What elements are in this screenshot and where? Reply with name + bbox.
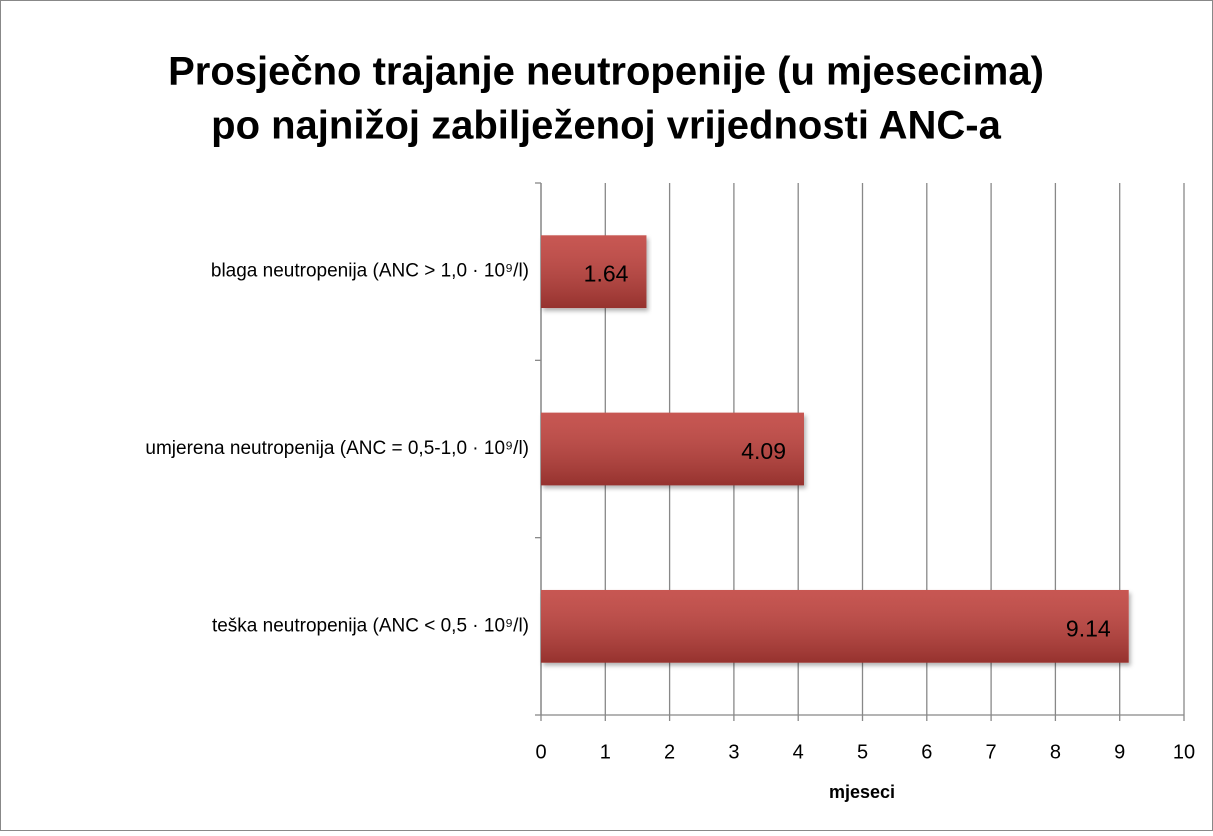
x-tick-label: 6	[921, 741, 932, 763]
x-tick-label: 0	[535, 741, 546, 763]
chart-title: po najnižoj zabilježenoj vrijednosti ANC…	[211, 104, 1001, 148]
y-tick-label: teška neutropenija (ANC < 0,5 · 10⁹/l)	[212, 615, 529, 636]
x-tick-label: 5	[857, 741, 868, 763]
x-tick-label: 2	[664, 741, 675, 763]
bar	[541, 589, 1129, 663]
data-label: 1.64	[584, 261, 629, 287]
x-tick-label: 7	[986, 741, 997, 763]
x-tick-label: 4	[793, 741, 804, 763]
x-tick-label: 1	[600, 741, 611, 763]
y-tick-label: blaga neutropenija (ANC > 1,0 · 10⁹/l)	[211, 261, 529, 282]
bar	[541, 412, 804, 486]
data-label: 9.14	[1066, 615, 1111, 641]
y-tick-label: umjerena neutropenija (ANC = 0,5-1,0 · 1…	[145, 438, 529, 459]
data-label: 4.09	[741, 438, 786, 464]
x-tick-label: 9	[1114, 741, 1125, 763]
x-tick-label: 3	[728, 741, 739, 763]
chart-title: Prosječno trajanje neutropenije (u mjese…	[168, 50, 1044, 94]
x-tick-label: 8	[1050, 741, 1061, 763]
bar	[541, 235, 647, 309]
x-tick-label: 10	[1173, 741, 1195, 763]
x-axis-title: mjeseci	[829, 782, 895, 802]
